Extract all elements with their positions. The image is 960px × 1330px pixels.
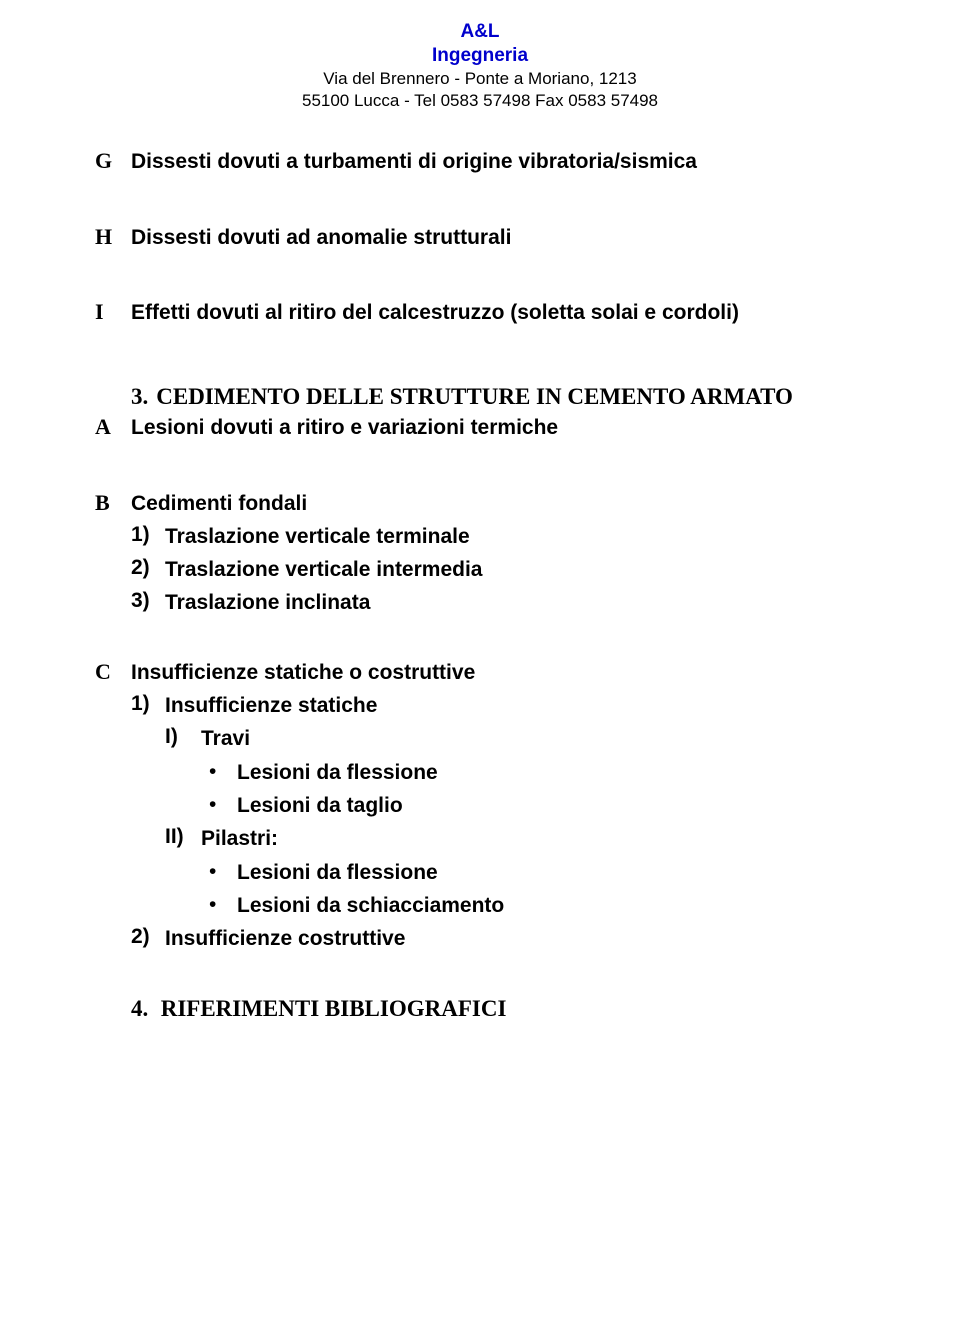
section-3-b: B Cedimenti fondali — [95, 490, 865, 517]
document-header: A&L Ingegneria Via del Brennero - Ponte … — [95, 20, 865, 113]
b-list-2-num: 2) — [131, 556, 165, 580]
section-3-b-marker: B — [95, 490, 131, 516]
b-list-1-text: Traslazione verticale terminale — [165, 523, 470, 550]
section-3-number: 3. — [131, 384, 148, 410]
section-3-heading: 3. CEDIMENTO DELLE STRUTTURE IN CEMENTO … — [95, 384, 865, 410]
c-item-1: 1) Insufficienze statiche — [131, 692, 865, 719]
bullet-icon: • — [209, 759, 237, 784]
c-sub-2-bullet-1: • Lesioni da flessione — [209, 859, 865, 886]
item-i-text: Effetti dovuti al ritiro del calcestruzz… — [131, 299, 739, 326]
item-h-text: Dissesti dovuti ad anomalie strutturali — [131, 224, 511, 251]
item-i-marker: I — [95, 299, 131, 325]
bullet-icon: • — [209, 792, 237, 817]
c-sub-1-bullet-1-text: Lesioni da flessione — [237, 759, 438, 786]
section-3-a: A Lesioni dovuti a ritiro e variazioni t… — [95, 414, 865, 441]
section-3-c: C Insufficienze statiche o costruttive — [95, 659, 865, 686]
bullet-icon: • — [209, 892, 237, 917]
header-company-1: A&L — [95, 20, 865, 44]
c-item-2-text: Insufficienze costruttive — [165, 925, 405, 952]
section-3-title: CEDIMENTO DELLE STRUTTURE IN CEMENTO ARM… — [156, 384, 793, 410]
item-g-text: Dissesti dovuti a turbamenti di origine … — [131, 148, 697, 175]
section-4-heading: 4. RIFERIMENTI BIBLIOGRAFICI — [131, 996, 865, 1022]
b-list-3: 3) Traslazione inclinata — [131, 589, 865, 616]
section-3-c-text: Insufficienze statiche o costruttive — [131, 659, 475, 686]
b-list-2: 2) Traslazione verticale intermedia — [131, 556, 865, 583]
b-list-2-text: Traslazione verticale intermedia — [165, 556, 482, 583]
c-item-1-sub-2: II) Pilastri: — [165, 825, 865, 852]
item-g-marker: G — [95, 148, 131, 174]
section-3-a-text: Lesioni dovuti a ritiro e variazioni ter… — [131, 414, 558, 441]
item-i: I Effetti dovuti al ritiro del calcestru… — [95, 299, 865, 326]
item-h-marker: H — [95, 224, 131, 250]
section-4-number: 4. — [131, 996, 148, 1021]
section-4-title: RIFERIMENTI BIBLIOGRAFICI — [161, 996, 507, 1021]
b-list-1-num: 1) — [131, 523, 165, 547]
item-g: G Dissesti dovuti a turbamenti di origin… — [95, 148, 865, 175]
b-list-3-num: 3) — [131, 589, 165, 613]
c-sub-2-bullet-2-text: Lesioni da schiacciamento — [237, 892, 504, 919]
c-item-1-sub-2-text: Pilastri: — [201, 825, 278, 852]
header-address-1: Via del Brennero - Ponte a Moriano, 1213 — [95, 68, 865, 91]
section-3-b-text: Cedimenti fondali — [131, 490, 307, 517]
bullet-icon: • — [209, 859, 237, 884]
c-sub-2-bullet-1-text: Lesioni da flessione — [237, 859, 438, 886]
c-item-1-num: 1) — [131, 692, 165, 716]
c-item-1-sub-2-roman: II) — [165, 825, 201, 849]
item-h: H Dissesti dovuti ad anomalie struttural… — [95, 224, 865, 251]
header-company-2: Ingegneria — [95, 44, 865, 68]
c-item-2: 2) Insufficienze costruttive — [131, 925, 865, 952]
b-list-3-text: Traslazione inclinata — [165, 589, 370, 616]
c-sub-2-bullet-2: • Lesioni da schiacciamento — [209, 892, 865, 919]
c-item-1-sub-1-text: Travi — [201, 725, 250, 752]
section-3-b-list: 1) Traslazione verticale terminale 2) Tr… — [131, 523, 865, 617]
header-address-2: 55100 Lucca - Tel 0583 57498 Fax 0583 57… — [95, 90, 865, 113]
section-3-c-list: 1) Insufficienze statiche I) Travi • Les… — [131, 692, 865, 952]
c-item-1-sub-1: I) Travi — [165, 725, 865, 752]
section-3-c-marker: C — [95, 659, 131, 685]
c-item-1-text: Insufficienze statiche — [165, 692, 377, 719]
c-sub-1-bullet-2: • Lesioni da taglio — [209, 792, 865, 819]
c-item-1-sub-1-roman: I) — [165, 725, 201, 749]
c-item-2-num: 2) — [131, 925, 165, 949]
c-sub-1-bullet-1: • Lesioni da flessione — [209, 759, 865, 786]
c-sub-1-bullet-2-text: Lesioni da taglio — [237, 792, 403, 819]
b-list-1: 1) Traslazione verticale terminale — [131, 523, 865, 550]
section-3-a-marker: A — [95, 414, 131, 440]
